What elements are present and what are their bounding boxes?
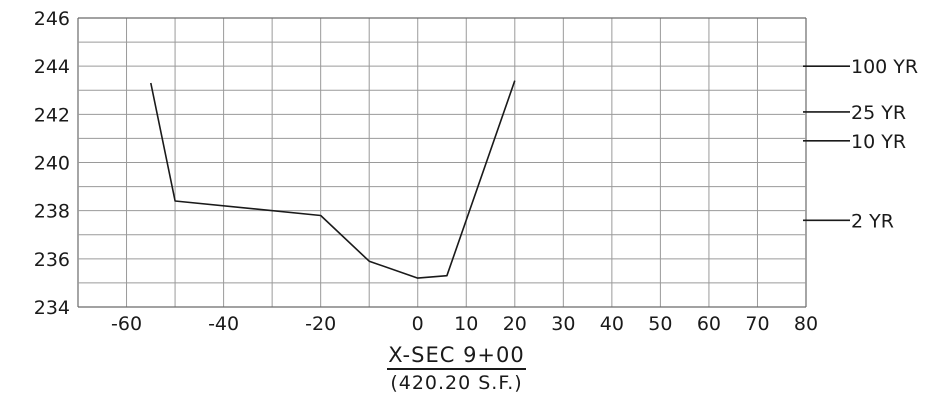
x-axis-ticks: -60 -40 -20 0 10 20 30 40 50 60 70 80 bbox=[111, 313, 818, 335]
profile-series bbox=[150, 80, 516, 279]
x-tick-label: -20 bbox=[305, 313, 336, 335]
grid bbox=[77, 17, 807, 308]
y-tick-label: 238 bbox=[34, 201, 70, 223]
y-tick-label: 244 bbox=[34, 56, 70, 78]
x-tick-label: 10 bbox=[454, 313, 478, 335]
water-level-label: 100 YR bbox=[851, 56, 918, 78]
y-axis-ticks: 234 236 238 240 242 244 246 bbox=[34, 8, 70, 319]
chart-subtitle: (420.20 S.F.) bbox=[0, 372, 945, 394]
x-tick-label: -40 bbox=[208, 313, 239, 335]
y-tick-label: 234 bbox=[34, 297, 70, 319]
x-tick-label: 30 bbox=[551, 313, 575, 335]
x-tick-label: 20 bbox=[503, 313, 527, 335]
profile-line bbox=[150, 80, 516, 279]
y-tick-label: 242 bbox=[34, 104, 70, 126]
x-tick-label: -60 bbox=[111, 313, 142, 335]
water-level-label: 2 YR bbox=[851, 210, 894, 232]
water-level-label: 10 YR bbox=[851, 131, 906, 153]
x-tick-label: 70 bbox=[745, 313, 769, 335]
x-tick-label: 40 bbox=[600, 313, 624, 335]
chart-title-text: X-SEC 9+00 bbox=[387, 343, 526, 370]
x-tick-label: 60 bbox=[697, 313, 721, 335]
water-level-label: 25 YR bbox=[851, 102, 906, 124]
y-tick-label: 246 bbox=[34, 8, 70, 30]
chart-title: X-SEC 9+00 bbox=[0, 343, 945, 370]
y-tick-label: 240 bbox=[34, 153, 70, 175]
x-tick-label: 0 bbox=[412, 313, 424, 335]
x-tick-label: 80 bbox=[794, 313, 818, 335]
y-tick-label: 236 bbox=[34, 249, 70, 271]
x-tick-label: 50 bbox=[648, 313, 672, 335]
water-levels: 100 YR 25 YR 10 YR 2 YR bbox=[803, 56, 918, 232]
chart-subtitle-text: (420.20 S.F.) bbox=[390, 372, 523, 394]
